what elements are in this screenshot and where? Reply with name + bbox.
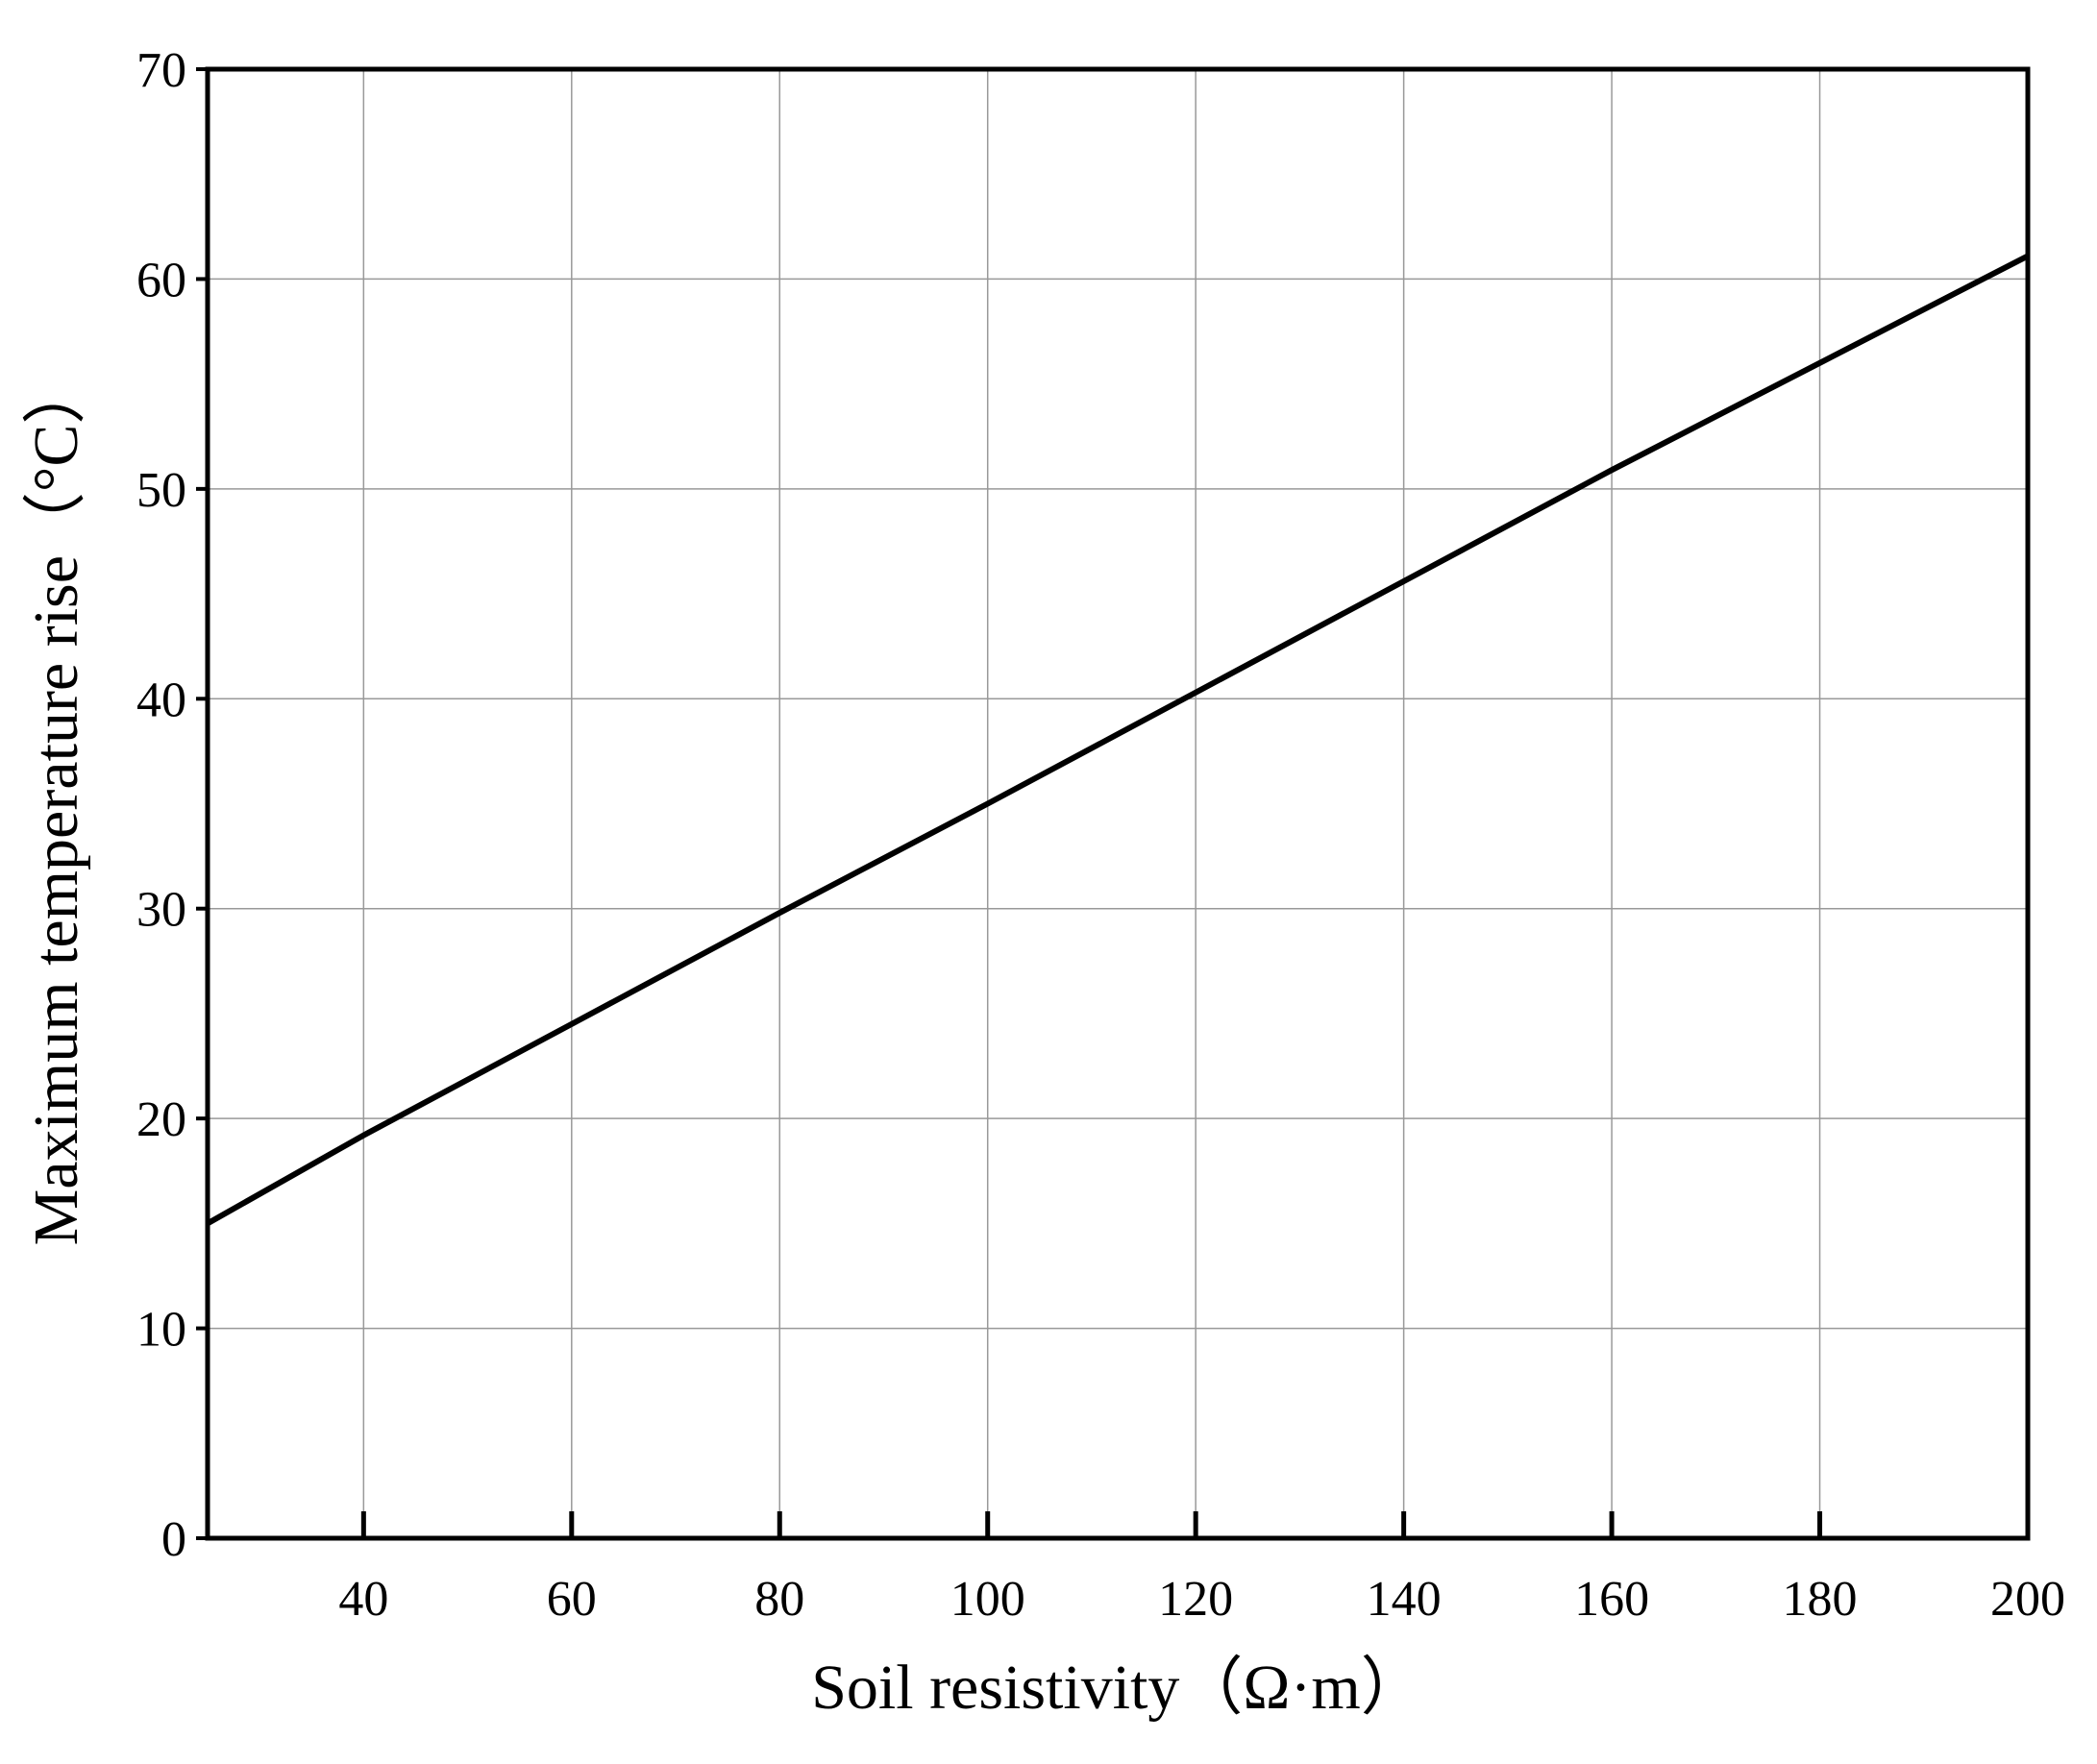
x-tick-label: 120 (1158, 1572, 1233, 1627)
y-tick-label: 70 (136, 43, 186, 98)
x-tick-label: 100 (950, 1572, 1025, 1627)
x-tick-label: 160 (1574, 1572, 1649, 1627)
x-tick-label: 200 (1990, 1572, 2065, 1627)
y-tick-label: 40 (136, 673, 186, 727)
data-line (206, 253, 2030, 1226)
plot-frame (205, 66, 2031, 1541)
y-tick-label: 0 (161, 1512, 186, 1567)
y-axis-title: Maximum temperature rise（°C） (21, 361, 91, 1246)
x-tick-label: 180 (1783, 1572, 1858, 1627)
x-tick-label: 80 (754, 1572, 804, 1627)
x-axis-title: Soil resistivity（Ω·m） (811, 1653, 1424, 1723)
y-tick-label: 30 (136, 883, 186, 938)
x-tick-label: 140 (1367, 1572, 1442, 1627)
x-tick-label: 60 (547, 1572, 597, 1627)
y-tick-label: 50 (136, 463, 186, 518)
y-tick-label: 10 (136, 1303, 186, 1358)
x-tick-label: 40 (338, 1572, 388, 1627)
y-tick-label: 60 (136, 253, 186, 307)
y-tick-label: 20 (136, 1092, 186, 1147)
